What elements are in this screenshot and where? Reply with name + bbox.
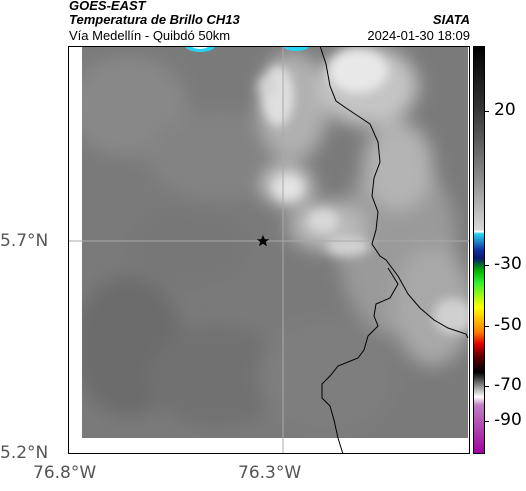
temperature-colorbar: [473, 46, 485, 454]
location-star-marker: [256, 235, 270, 247]
map-canvas: [68, 45, 470, 455]
colorbar-tick-label: -30: [494, 254, 522, 274]
colorbar-tick-label: -50: [494, 315, 522, 335]
lat-tick-label: 5.2°N: [0, 443, 49, 463]
colorbar-gradient: [473, 46, 485, 454]
department-border: [319, 45, 469, 339]
colorbar-tick-mark: [485, 265, 489, 266]
colorbar-tick-label: -70: [494, 375, 522, 395]
cold-cloud-top: [283, 46, 309, 51]
colorbar-tick-label: -90: [494, 410, 522, 430]
department-border: [321, 267, 399, 455]
satellite-image: [82, 46, 468, 438]
colorbar-tick-mark: [485, 111, 489, 112]
datetime-label: 2024-01-30 18:09: [367, 28, 470, 43]
brightness-temperature-map: [68, 45, 470, 455]
colorbar-tick-mark: [485, 386, 489, 387]
colorbar-tick-mark: [485, 326, 489, 327]
institution-label: SIATA: [432, 12, 470, 27]
colorbar-tick-label: 20: [494, 100, 516, 120]
product-title: Temperatura de Brillo CH13: [69, 12, 240, 27]
lon-tick-label: 76.3°W: [238, 463, 302, 483]
map-frame: [68, 46, 470, 454]
lat-tick-label: 5.7°N: [0, 231, 49, 251]
colorbar-tick-mark: [485, 421, 489, 422]
region-subtitle: Vía Medellín - Quibdó 50km: [69, 28, 231, 43]
lon-tick-label: 76.8°W: [33, 463, 97, 483]
satellite-title: GOES-EAST: [69, 0, 146, 13]
